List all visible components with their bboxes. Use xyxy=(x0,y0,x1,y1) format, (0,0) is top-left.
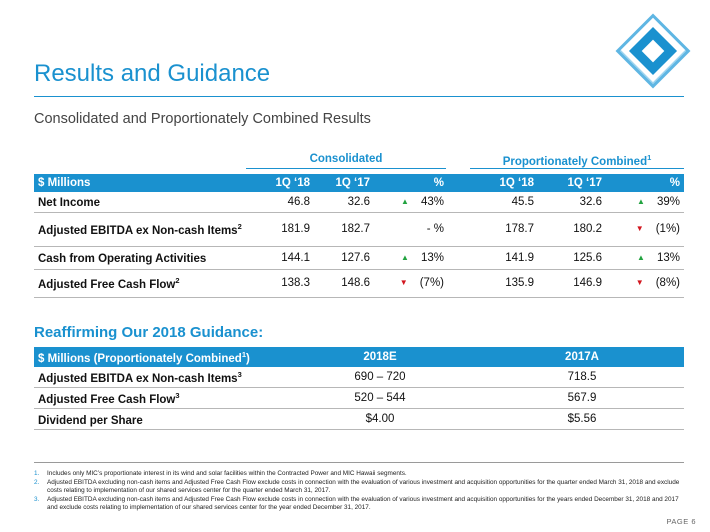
triangle-up-icon: ▲ xyxy=(637,196,645,206)
col-header-2017a: 2017A xyxy=(480,347,684,367)
triangle-down-icon: ▼ xyxy=(635,224,644,233)
company-logo xyxy=(615,10,691,89)
results-header-row: $ Millions 1Q ‘18 1Q ‘17 % 1Q ‘18 1Q ‘17… xyxy=(34,174,684,192)
footnote-divider xyxy=(34,462,684,463)
cell-consolidated-pct: ▲ 43% xyxy=(374,192,448,213)
triangle-up-icon: ▲ xyxy=(401,196,409,206)
page-title: Results and Guidance xyxy=(34,60,271,87)
triangle-up-icon: ▲ xyxy=(637,252,645,262)
group-header-consolidated: Consolidated xyxy=(309,153,383,165)
row-label: Adjusted Free Cash Flow2 xyxy=(34,269,246,298)
col-header-consolidated-1q17: 1Q ‘17 xyxy=(314,174,374,192)
col-header-guidance-label: $ Millions (Proportionately Combined1) xyxy=(34,347,280,367)
guidance-header-row: $ Millions (Proportionately Combined1) 2… xyxy=(34,347,684,367)
table-row: Adjusted EBITDA ex Non-cash Items2 181.9… xyxy=(34,212,684,247)
cell-proportionate-1q17: 125.6 xyxy=(538,246,606,270)
table-row: Net Income 46.8 32.6 ▲ 43% 45.5 32.6 ▲ 39% xyxy=(34,192,684,213)
cell-proportionate-1q18: 178.7 xyxy=(448,212,538,247)
cell-proportionate-1q17: 32.6 xyxy=(538,192,606,213)
group-underline-proportionate xyxy=(470,168,684,169)
title-divider xyxy=(34,96,684,97)
page-subtitle: Consolidated and Proportionately Combine… xyxy=(34,111,371,127)
cell-consolidated-1q17: 148.6 xyxy=(314,269,374,298)
cell-proportionate-1q17: 146.9 xyxy=(538,269,606,298)
row-label: Adjusted EBITDA ex Non-cash Items2 xyxy=(34,212,246,247)
cell-2017a: $5.56 xyxy=(480,408,684,430)
col-header-2018e: 2018E xyxy=(280,347,480,367)
col-header-consolidated-pct: % xyxy=(374,174,448,192)
cell-proportionate-pct: ▲ 39% xyxy=(606,192,684,213)
cell-consolidated-pct: - % xyxy=(374,212,448,247)
table-row: Dividend per Share $4.00 $5.56 xyxy=(34,408,684,430)
table-row: Adjusted Free Cash Flow2 138.3 148.6 ▼ (7… xyxy=(34,269,684,298)
cell-proportionate-1q18: 141.9 xyxy=(448,246,538,270)
row-label: Dividend per Share xyxy=(34,408,280,430)
row-label: Adjusted Free Cash Flow3 xyxy=(34,387,280,409)
cell-proportionate-pct: ▼ (1%) xyxy=(606,212,684,247)
cell-consolidated-1q18: 46.8 xyxy=(246,192,314,213)
cell-2018e: $4.00 xyxy=(280,408,480,430)
guidance-heading: Reaffirming Our 2018 Guidance: xyxy=(34,324,264,341)
cell-consolidated-pct: ▲ 13% xyxy=(374,246,448,270)
col-header-consolidated-1q18: 1Q ‘18 xyxy=(246,174,314,192)
cell-2017a: 567.9 xyxy=(480,387,684,409)
table-row: Adjusted EBITDA ex Non-cash Items3 690 –… xyxy=(34,367,684,388)
row-label: Cash from Operating Activities xyxy=(34,246,246,270)
cell-consolidated-pct: ▼ (7%) xyxy=(374,269,448,298)
row-label: Adjusted EBITDA ex Non-cash Items3 xyxy=(34,367,280,388)
cell-proportionate-pct: ▲ 13% xyxy=(606,246,684,270)
table-row: Cash from Operating Activities 144.1 127… xyxy=(34,246,684,270)
footnote: 3. Adjusted EBITDA excluding non-cash ite… xyxy=(34,495,679,512)
triangle-down-icon: ▼ xyxy=(635,278,644,287)
group-underline-consolidated xyxy=(246,168,446,169)
cell-consolidated-1q18: 138.3 xyxy=(246,269,314,298)
cell-consolidated-1q17: 182.7 xyxy=(314,212,374,247)
col-header-millions: $ Millions xyxy=(34,174,246,192)
cell-proportionate-pct: ▼ (8%) xyxy=(606,269,684,298)
footnote: 2. Adjusted EBITDA excluding non-cash ite… xyxy=(34,478,680,495)
footnote: 1. Includes only MIC’s proportionate inte… xyxy=(34,470,407,477)
cell-consolidated-1q17: 32.6 xyxy=(314,192,374,213)
col-header-proportionate-pct: % xyxy=(606,174,684,192)
cell-proportionate-1q18: 45.5 xyxy=(448,192,538,213)
page-number: PAGE 6 xyxy=(666,517,696,526)
results-table: $ Millions 1Q ‘18 1Q ‘17 % 1Q ‘18 1Q ‘17… xyxy=(34,174,684,298)
footnotes: 1. Includes only MIC’s proportionate inte… xyxy=(34,470,684,513)
col-header-proportionate-1q17: 1Q ‘17 xyxy=(538,174,606,192)
cell-2018e: 520 – 544 xyxy=(280,387,480,409)
guidance-table: $ Millions (Proportionately Combined1) 2… xyxy=(34,347,684,430)
col-header-proportionate-1q18: 1Q ‘18 xyxy=(448,174,538,192)
group-header-proportionate: Proportionately Combined1 xyxy=(502,153,652,168)
cell-2018e: 690 – 720 xyxy=(280,367,480,388)
table-row: Adjusted Free Cash Flow3 520 – 544 567.9 xyxy=(34,387,684,409)
cell-proportionate-1q17: 180.2 xyxy=(538,212,606,247)
row-label: Net Income xyxy=(34,192,246,213)
triangle-down-icon: ▼ xyxy=(399,278,408,287)
cell-consolidated-1q18: 144.1 xyxy=(246,246,314,270)
cell-consolidated-1q17: 127.6 xyxy=(314,246,374,270)
triangle-up-icon: ▲ xyxy=(401,252,409,262)
cell-consolidated-1q18: 181.9 xyxy=(246,212,314,247)
cell-proportionate-1q18: 135.9 xyxy=(448,269,538,298)
cell-2017a: 718.5 xyxy=(480,367,684,388)
